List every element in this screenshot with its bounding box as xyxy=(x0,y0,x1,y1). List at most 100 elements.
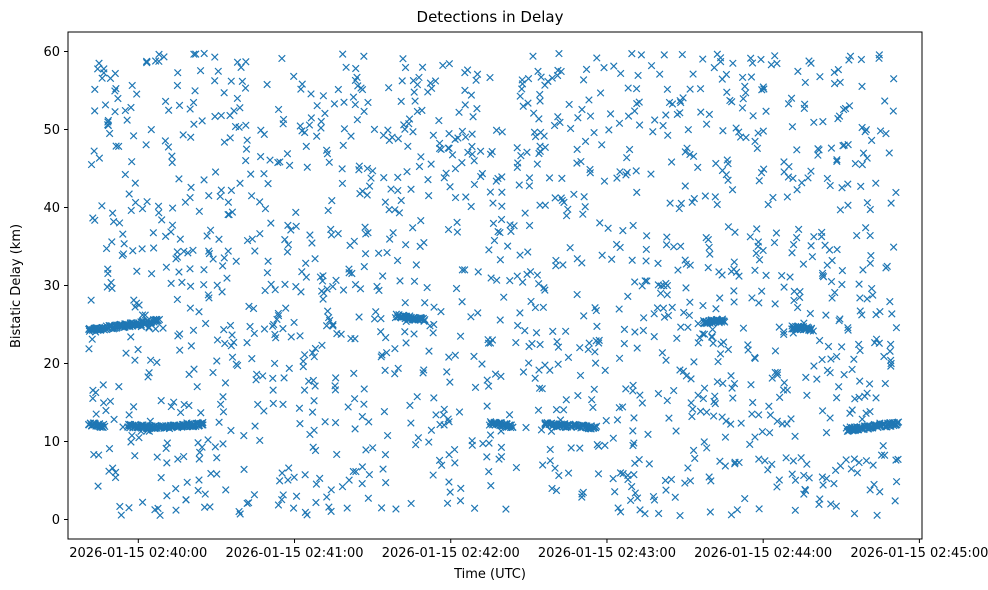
detection-point xyxy=(833,157,841,166)
detection-point xyxy=(534,406,543,414)
detection-point xyxy=(856,182,865,191)
detection-point xyxy=(356,285,365,293)
detection-point xyxy=(740,494,749,503)
detection-point xyxy=(90,450,98,459)
detection-point xyxy=(297,85,305,93)
detection-point xyxy=(626,496,635,505)
detection-point xyxy=(496,256,505,264)
detection-point xyxy=(875,54,883,63)
detection-point xyxy=(468,130,476,138)
detection-point xyxy=(836,206,845,214)
detection-point xyxy=(461,101,469,109)
detection-point xyxy=(163,439,172,447)
detection-point xyxy=(101,422,109,431)
detection-point xyxy=(256,229,264,238)
detection-point xyxy=(87,296,95,304)
detection-point xyxy=(195,207,204,216)
detection-point xyxy=(224,198,233,207)
detection-point xyxy=(108,238,116,246)
detection-point xyxy=(855,377,864,385)
detection-point xyxy=(856,346,864,355)
detection-point xyxy=(195,448,204,457)
detection-point xyxy=(717,340,725,348)
detection-point xyxy=(319,295,327,303)
detection-point xyxy=(555,471,563,480)
detection-point xyxy=(562,211,571,220)
detection-point xyxy=(236,179,244,187)
detection-point xyxy=(394,364,402,373)
detection-point xyxy=(281,235,289,244)
detection-point xyxy=(642,245,651,254)
detection-point xyxy=(662,279,670,288)
detection-point xyxy=(131,451,139,460)
detection-point xyxy=(468,150,476,158)
detection-point xyxy=(264,257,272,265)
detection-point xyxy=(810,362,818,370)
detection-point xyxy=(498,128,506,136)
y-tick-label: 60 xyxy=(43,45,60,60)
detection-point xyxy=(127,438,135,446)
detection-point xyxy=(775,476,784,484)
detection-point xyxy=(597,141,606,149)
detection-point xyxy=(318,277,327,285)
detection-point xyxy=(690,358,698,366)
detection-point xyxy=(747,380,755,389)
detection-point xyxy=(146,356,155,364)
detection-point xyxy=(887,362,895,370)
detection-point xyxy=(630,107,639,115)
detection-point xyxy=(887,359,895,368)
detection-point xyxy=(858,415,866,423)
detection-point xyxy=(730,258,739,266)
detection-point xyxy=(700,438,708,446)
detection-point xyxy=(226,134,234,142)
detection-point xyxy=(491,370,500,378)
detection-point xyxy=(826,181,834,190)
detection-point xyxy=(445,478,453,486)
detection-point xyxy=(714,357,722,366)
detection-point xyxy=(311,382,319,390)
detection-point xyxy=(364,228,372,237)
detection-point xyxy=(705,243,713,252)
detection-point xyxy=(866,407,874,416)
detection-point xyxy=(383,248,391,257)
y-tick-label: 10 xyxy=(43,435,60,450)
detection-point xyxy=(748,294,756,302)
detection-point xyxy=(121,170,130,179)
detection-point xyxy=(730,379,739,388)
detection-point xyxy=(266,156,274,164)
detection-point xyxy=(719,379,727,388)
detection-point xyxy=(470,180,479,189)
detection-point xyxy=(250,490,259,499)
detection-point xyxy=(332,276,340,285)
detection-point xyxy=(752,225,761,233)
detection-point xyxy=(135,301,143,309)
detection-point xyxy=(579,76,588,84)
detection-point xyxy=(300,351,309,359)
detection-point xyxy=(351,100,360,109)
detection-point xyxy=(331,418,340,427)
detection-point xyxy=(375,286,383,295)
detection-point xyxy=(384,83,393,92)
y-tick-label: 20 xyxy=(43,357,60,372)
detection-point xyxy=(129,247,137,255)
detection-point xyxy=(592,306,601,315)
detection-point xyxy=(474,309,482,317)
detection-point xyxy=(686,298,694,306)
detection-point xyxy=(815,336,824,345)
detection-point xyxy=(564,353,573,362)
detection-point xyxy=(492,126,501,134)
detection-point xyxy=(201,490,209,498)
detection-point xyxy=(889,243,898,251)
detection-point xyxy=(742,133,750,142)
detection-point xyxy=(834,382,843,391)
detection-point xyxy=(301,259,310,268)
detection-point xyxy=(206,226,215,234)
detection-point xyxy=(737,419,745,427)
detection-point xyxy=(696,84,705,93)
detection-point xyxy=(127,333,135,341)
detection-point xyxy=(298,127,306,135)
detection-point xyxy=(317,287,326,295)
detection-point xyxy=(228,331,236,339)
detection-point xyxy=(382,348,391,357)
detection-point xyxy=(561,327,570,336)
